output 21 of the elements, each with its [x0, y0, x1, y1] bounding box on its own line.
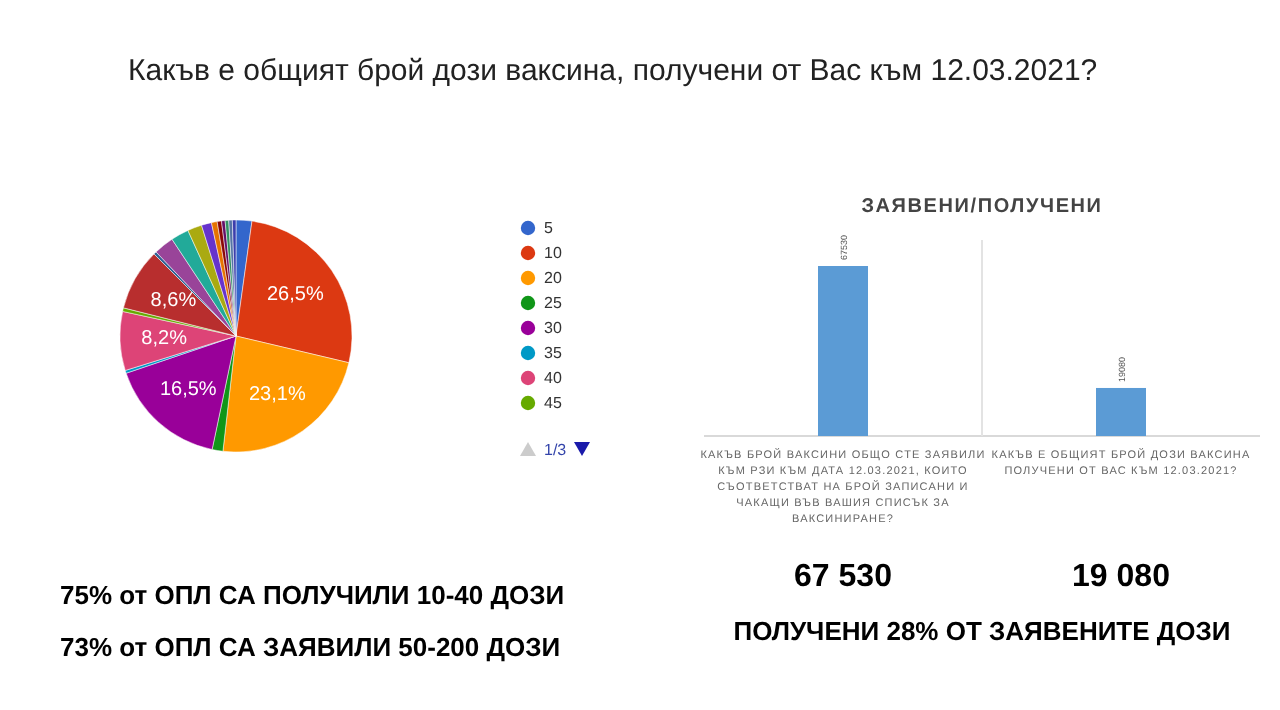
text: 1/3	[544, 441, 568, 459]
text: 73% от ОПЛ СА ЗАЯВИЛИ 50-200 ДОЗИ	[60, 632, 561, 662]
chart-title: ЗАЯВЕНИ/ПОЛУЧЕНИ	[861, 196, 1103, 218]
legend-label: 10	[544, 244, 563, 262]
data-label: 23,1%	[248, 383, 306, 406]
legend-label: 45	[544, 394, 563, 412]
legend-label: 25	[544, 294, 563, 312]
legend-label: 35	[544, 344, 563, 362]
legend-label: 20	[544, 269, 563, 287]
chart-title: Какъв е общият брой дози ваксина, получени от Вас към 12.03.2021?	[128, 54, 1098, 88]
data-label: 8,6%	[150, 289, 197, 312]
legend-label: 5	[544, 219, 554, 237]
text: ПОЛУЧЕНИ 28% ОТ ЗАЯВЕНИТЕ ДОЗИ	[733, 616, 1231, 646]
data-label: 16,5%	[159, 378, 217, 401]
legend-label: 40	[544, 369, 563, 387]
legend-label: 30	[544, 319, 563, 337]
data-label: 26,5%	[267, 284, 324, 307]
text: 75% от ОПЛ СА ПОЛУЧИЛИ 10-40 ДОЗИ	[60, 580, 565, 610]
data-label: 67 530	[794, 560, 893, 594]
data-label: 19 080	[1072, 560, 1171, 594]
data-label: 8,2%	[141, 328, 188, 351]
